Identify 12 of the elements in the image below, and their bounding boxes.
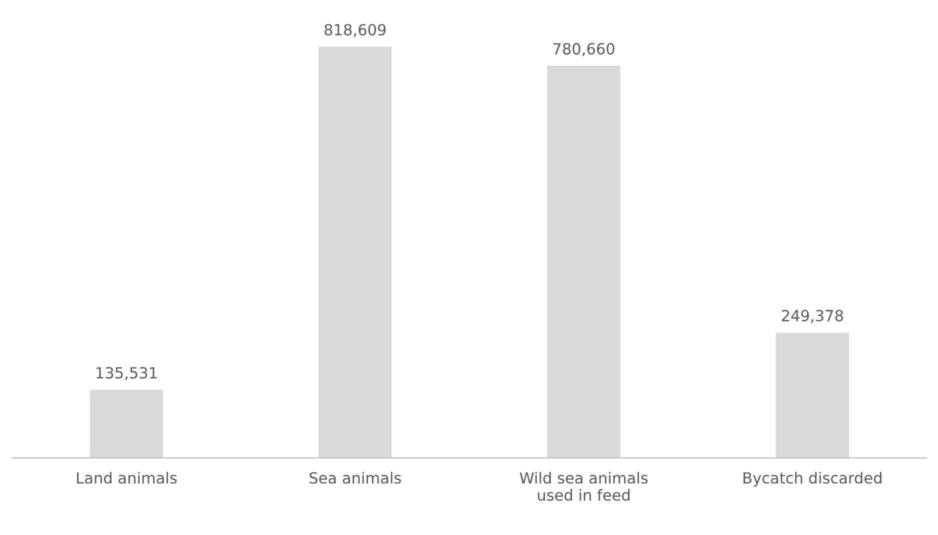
x-tick-label: Sea animals — [310, 472, 401, 484]
bar — [776, 332, 850, 458]
bar — [318, 46, 392, 458]
data-label: 780,660 — [553, 43, 614, 56]
bar — [90, 390, 164, 458]
x-tick-label: Bycatch discarded — [744, 472, 882, 487]
data-label: 818,609 — [324, 24, 386, 38]
data-label: 135,531 — [96, 367, 157, 380]
x-tick-label: Wild sea animals used in feed — [520, 472, 648, 501]
bar — [547, 66, 620, 458]
x-tick-label: Land animals — [77, 472, 177, 484]
data-label: 249,378 — [782, 310, 843, 323]
